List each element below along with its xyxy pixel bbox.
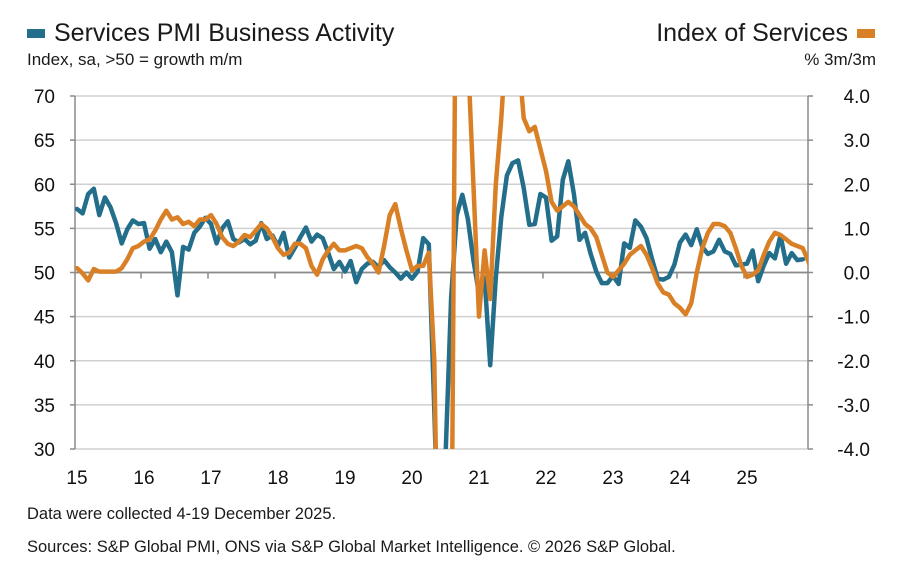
right-axis-tick-label: -2.0 bbox=[837, 352, 870, 373]
right-axis-tick-label: 1.0 bbox=[844, 219, 870, 240]
right-axis-tick-label: -3.0 bbox=[837, 396, 870, 417]
left-axis-tick-label: 65 bbox=[34, 131, 55, 152]
series-line-services-pmi bbox=[75, 158, 806, 449]
left-axis-tick-label: 55 bbox=[34, 219, 55, 240]
x-axis-tick-label: 17 bbox=[200, 468, 221, 489]
series-lines bbox=[75, 96, 808, 449]
right-axis-tick-labels: 4.0 3.0 2.0 1.0 0.0 -1.0 -2.0 -3.0 -4.0 bbox=[837, 87, 870, 461]
right-axis-tick-label: 3.0 bbox=[844, 131, 870, 152]
right-axis-tick-label: 0.0 bbox=[844, 264, 870, 285]
right-axis-subtitle: % 3m/3m bbox=[804, 50, 876, 69]
legend-index-of-services: Index of Services bbox=[656, 18, 875, 48]
x-axis-tick-label: 25 bbox=[736, 468, 757, 489]
x-axis-tick-label: 20 bbox=[401, 468, 422, 489]
left-axis-tick-label: 30 bbox=[34, 440, 55, 461]
left-axis-tick-label: 40 bbox=[34, 352, 55, 373]
gridlines bbox=[75, 95, 808, 450]
axes bbox=[70, 95, 813, 450]
x-axis-tick-label: 16 bbox=[133, 468, 154, 489]
left-axis-tick-label: 35 bbox=[34, 396, 55, 417]
right-axis-tick-label: -4.0 bbox=[837, 440, 870, 461]
x-axis-tick-label: 21 bbox=[468, 468, 489, 489]
left-axis-tick-label: 70 bbox=[34, 87, 55, 108]
x-axis-tick-label: 24 bbox=[669, 468, 691, 489]
right-axis-tick-label: 4.0 bbox=[844, 87, 870, 108]
right-axis-tick-label: 2.0 bbox=[844, 175, 870, 196]
footnote-sources: Sources: S&P Global PMI, ONS via S&P Glo… bbox=[27, 538, 676, 556]
x-axis-tick-label: 23 bbox=[602, 468, 623, 489]
left-axis-tick-labels: 70 65 60 55 50 45 40 35 30 bbox=[34, 87, 55, 461]
x-axis-tick-label: 22 bbox=[535, 468, 556, 489]
x-axis-tick-labels: 15 16 17 18 19 20 21 22 23 24 25 bbox=[66, 468, 757, 489]
right-axis-tick-label: -1.0 bbox=[837, 308, 870, 329]
series-line-index-of-services bbox=[75, 96, 808, 449]
legend-pmi: Services PMI Business Activity bbox=[27, 18, 394, 48]
legend-label-index-of-services: Index of Services bbox=[656, 19, 848, 47]
left-axis-subtitle: Index, sa, >50 = growth m/m bbox=[27, 50, 243, 69]
x-axis-tick-label: 15 bbox=[66, 468, 87, 489]
left-axis-tick-label: 50 bbox=[34, 264, 55, 285]
left-axis-tick-label: 60 bbox=[34, 175, 55, 196]
legend-label-pmi: Services PMI Business Activity bbox=[54, 19, 395, 47]
legend-swatch-pmi bbox=[27, 28, 45, 38]
x-axis-tick-label: 18 bbox=[267, 468, 288, 489]
legend-swatch-index-of-services bbox=[857, 28, 875, 38]
x-axis-tick-label: 19 bbox=[334, 468, 355, 489]
left-axis-tick-label: 45 bbox=[34, 308, 55, 329]
footnote-collection-dates: Data were collected 4-19 December 2025. bbox=[27, 505, 337, 523]
